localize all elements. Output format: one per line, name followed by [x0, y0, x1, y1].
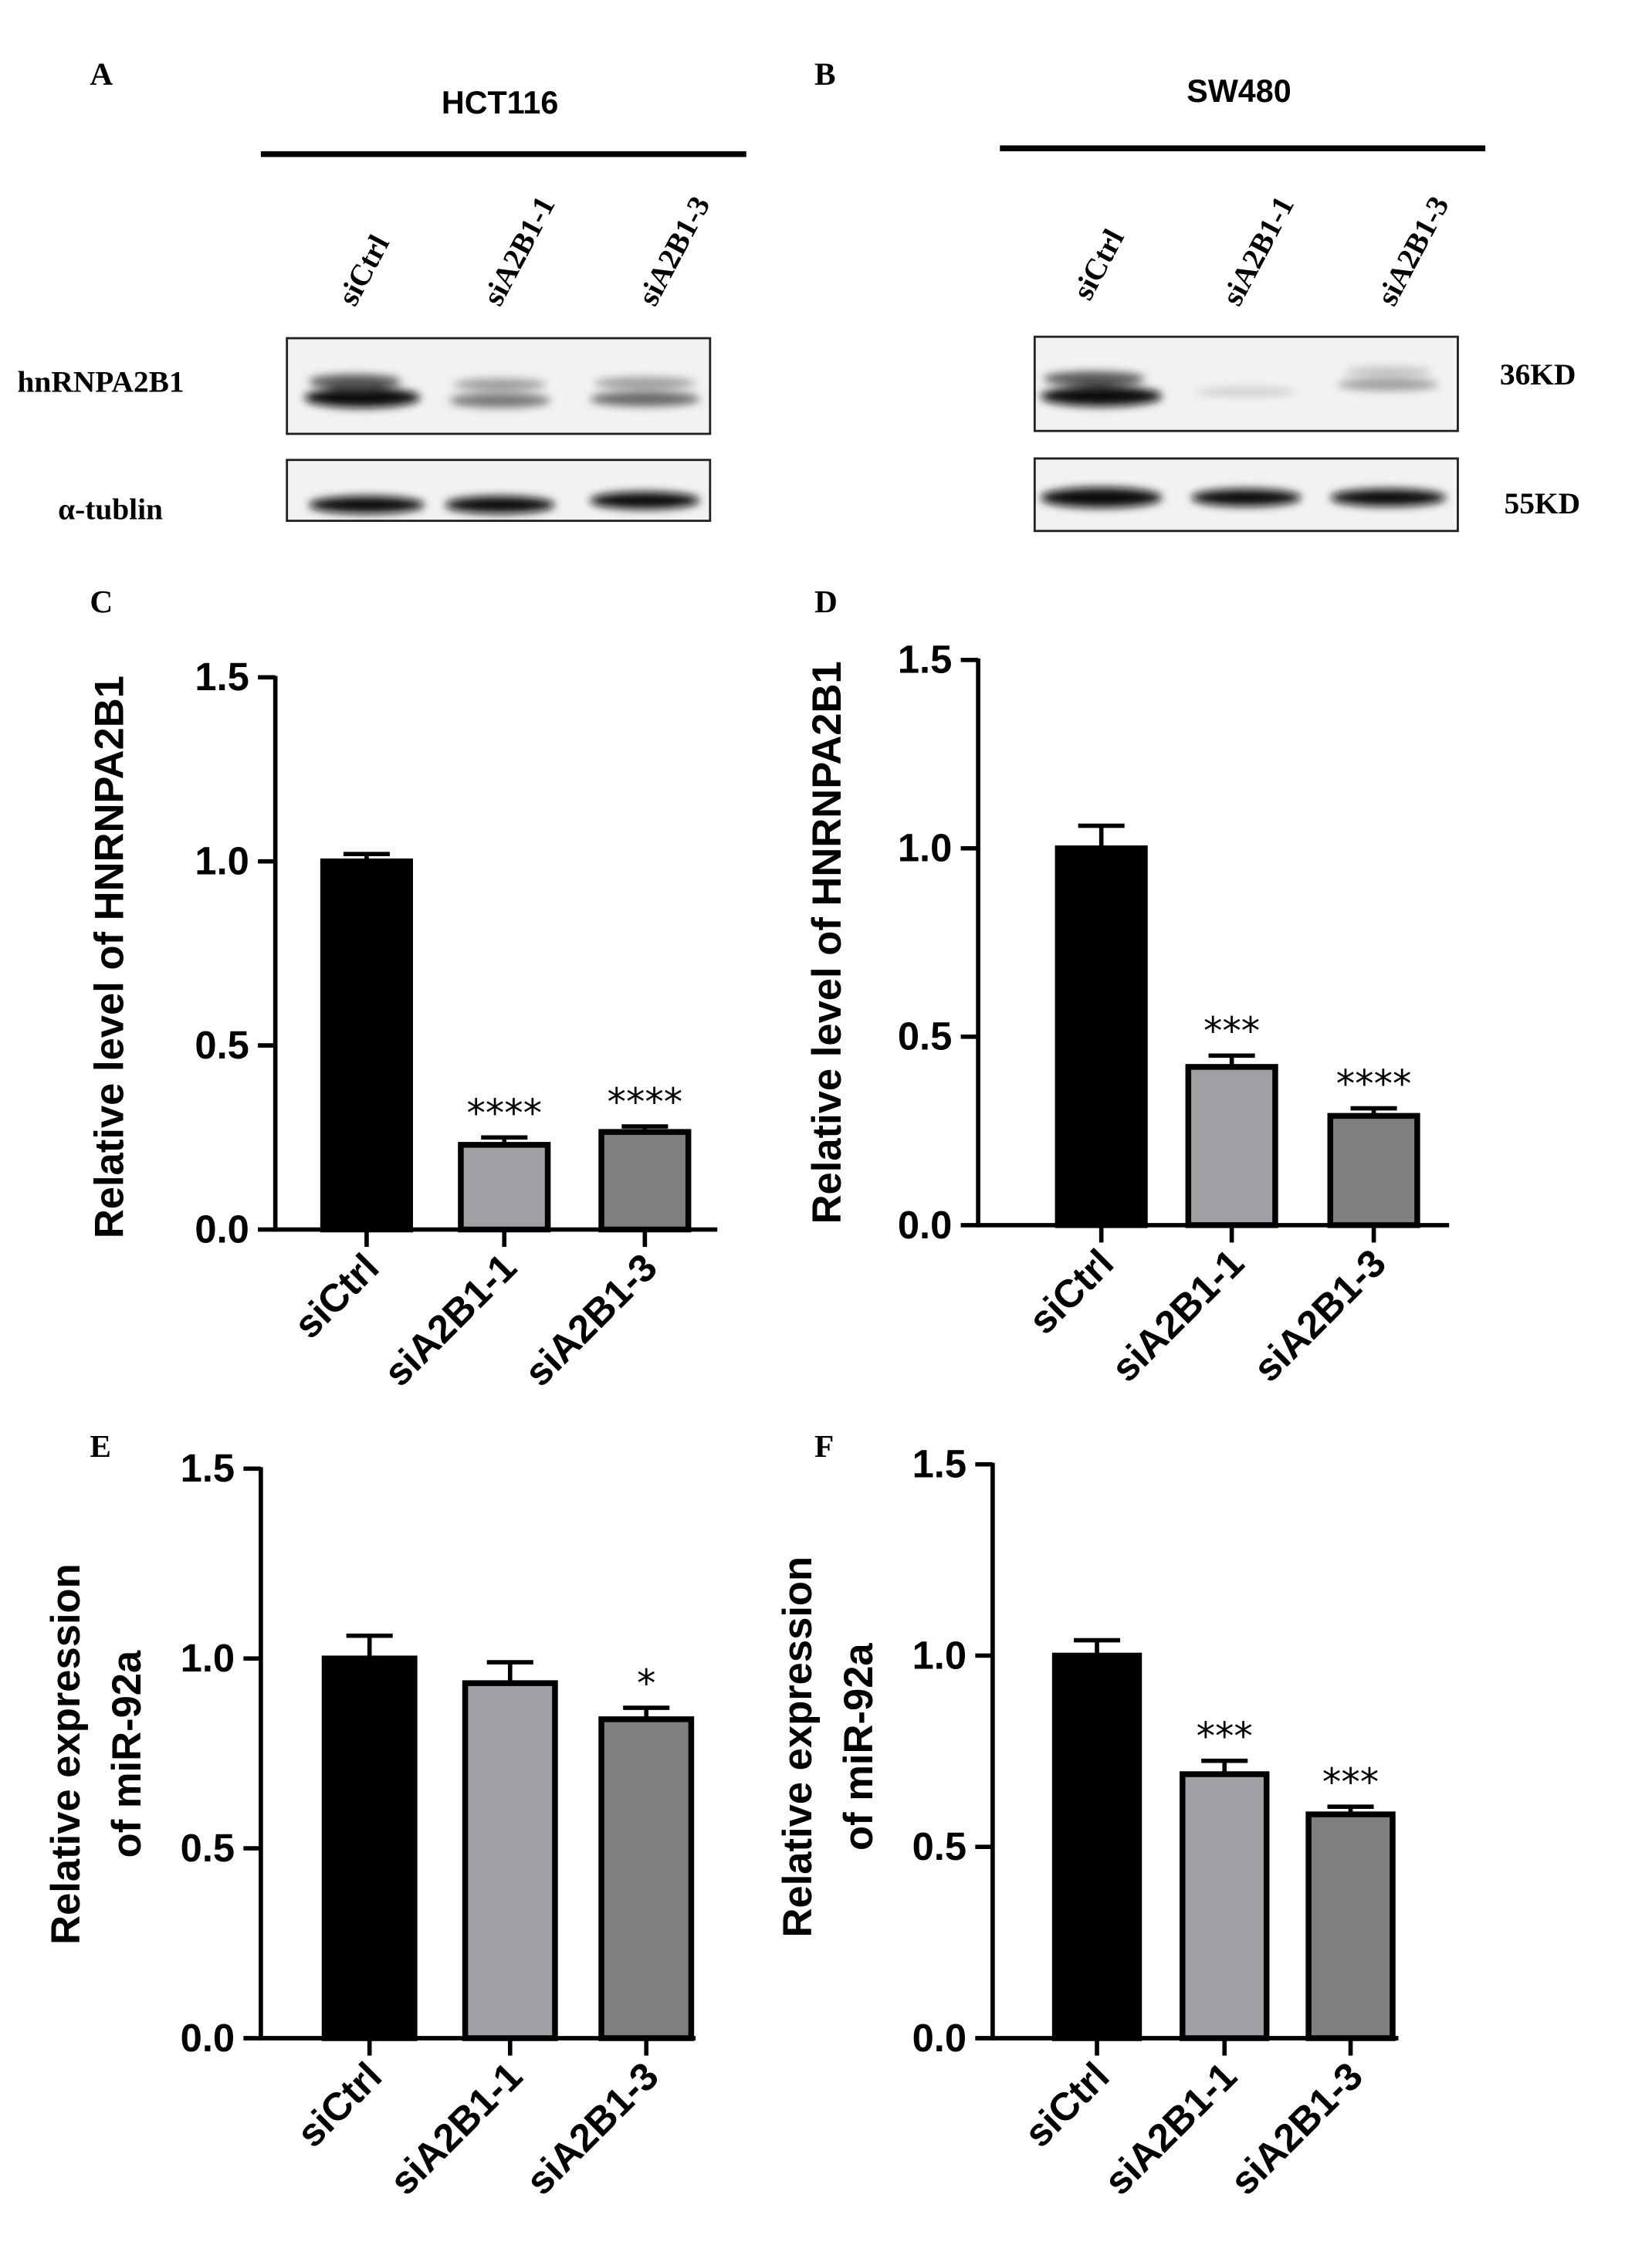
- bar: [598, 1716, 695, 2041]
- y-tick-label: 1.5: [912, 1442, 966, 1486]
- panel-label: F: [814, 1428, 834, 1464]
- significance: ***: [1322, 1760, 1379, 1804]
- significance: ***: [1203, 1009, 1260, 1053]
- y-tick-label: 1.0: [181, 1636, 235, 1680]
- bar: [1180, 1771, 1270, 2041]
- bar: [321, 1655, 418, 2041]
- bar: [462, 1680, 558, 2041]
- y-axis-label: of miR-92a: [104, 1650, 150, 1858]
- x-tick-label: siA2B1-1: [1095, 2054, 1245, 2203]
- protein-label: α-tublin: [58, 493, 163, 527]
- y-tick-label: 0.5: [898, 1014, 952, 1058]
- lane-label: siA2B1-3: [1370, 191, 1456, 311]
- bar: [458, 1142, 551, 1233]
- x-tick-label: siCtrl: [1020, 1241, 1122, 1343]
- lane-label: siCtrl: [331, 229, 396, 311]
- significance: ****: [466, 1091, 542, 1135]
- x-tick-label: siA2B1-3: [517, 2054, 667, 2203]
- panel-label: D: [814, 584, 838, 619]
- cell-line: SW480: [1187, 73, 1291, 109]
- y-tick-label: 0.5: [912, 1824, 966, 1868]
- x-tick-label: siA2B1-3: [516, 1245, 665, 1395]
- bar: [320, 858, 413, 1233]
- y-tick-label: 0.0: [912, 2016, 966, 2060]
- blot-panel-a: A HCT116 siCtrl siA2B1-1 siA2B1-3 hnRNPA…: [18, 56, 746, 527]
- y-tick-label: 0.0: [181, 2016, 235, 2060]
- y-tick-label: 0.5: [181, 1826, 235, 1870]
- x-tick-label: siCtrl: [286, 1245, 388, 1347]
- lane-label: siA2B1-1: [1215, 191, 1301, 311]
- y-tick-label: 1.0: [912, 1633, 966, 1677]
- bar: [1327, 1113, 1420, 1228]
- significance: ***: [1197, 1715, 1253, 1759]
- y-tick-label: 0.0: [898, 1203, 952, 1247]
- x-tick-label: siA2B1-1: [1103, 1241, 1253, 1390]
- bands: [1040, 487, 1447, 508]
- y-tick-label: 0.5: [195, 1023, 249, 1067]
- blot-panel-b: B SW480 siCtrl siA2B1-1 siA2B1-3 36KD 55…: [814, 56, 1581, 533]
- bar-chart: D Relative level of HNRNPA2B1 0.0 0.5 1.0 1.5…: [804, 584, 1450, 1390]
- y-tick-label: 1.0: [898, 826, 952, 870]
- significance: ****: [1336, 1062, 1412, 1106]
- bar: [598, 1129, 692, 1233]
- y-axis-label: Relative expression: [43, 1563, 89, 1945]
- x-tick-label: siCtrl: [1016, 2054, 1118, 2156]
- x-tick-label: siCtrl: [288, 2054, 390, 2156]
- y-tick-label: 1.5: [898, 638, 952, 682]
- panel-label: E: [90, 1428, 111, 1464]
- size-label: 55KD: [1505, 486, 1581, 520]
- lane-label: siCtrl: [1066, 224, 1131, 306]
- panel-label: C: [90, 584, 113, 619]
- significance: *: [637, 1661, 655, 1705]
- x-tick-label: siA2B1-1: [381, 2054, 531, 2203]
- x-tick-label: siA2B1-3: [1221, 2054, 1371, 2203]
- y-tick-label: 0.0: [195, 1207, 249, 1251]
- protein-label: hnRNPA2B1: [18, 365, 184, 399]
- bands: [308, 492, 700, 514]
- panel-label: B: [814, 56, 836, 92]
- significance: ****: [608, 1080, 683, 1124]
- y-axis-label: Relative level of HNRNPA2B1: [804, 661, 850, 1224]
- y-axis-label: Relative expression: [775, 1556, 821, 1938]
- x-tick-label: siA2B1-3: [1244, 1241, 1394, 1390]
- bar-chart: F Relative expression of miR-92a 0.0 0.5 1.0 1…: [775, 1428, 1399, 2203]
- size-label: 36KD: [1500, 357, 1576, 391]
- y-axis-label: Relative level of HNRNPA2B1: [87, 676, 133, 1238]
- y-tick-label: 1.5: [181, 1446, 235, 1490]
- x-tick-label: siA2B1-1: [375, 1245, 525, 1395]
- bar: [1055, 845, 1148, 1228]
- lane-label: siA2B1-3: [631, 191, 717, 311]
- bar-chart: E Relative expression of miR-92a 0.0 0.5 1.0 1…: [43, 1428, 696, 2203]
- y-tick-label: 1.5: [195, 655, 249, 699]
- bar: [1185, 1064, 1278, 1228]
- panel-label: A: [90, 56, 113, 92]
- cell-line: HCT116: [442, 85, 558, 120]
- bands: [1040, 367, 1440, 407]
- y-tick-label: 1.0: [195, 839, 249, 883]
- bar: [1305, 1811, 1396, 2041]
- bar-chart: C Relative level of HNRNPA2B1 0.0 0.5 1.0 1.5…: [87, 584, 718, 1394]
- lane-label: siA2B1-1: [476, 191, 562, 311]
- bar: [1051, 1652, 1143, 2041]
- bands: [304, 374, 700, 408]
- y-axis-label: of miR-92a: [836, 1643, 882, 1851]
